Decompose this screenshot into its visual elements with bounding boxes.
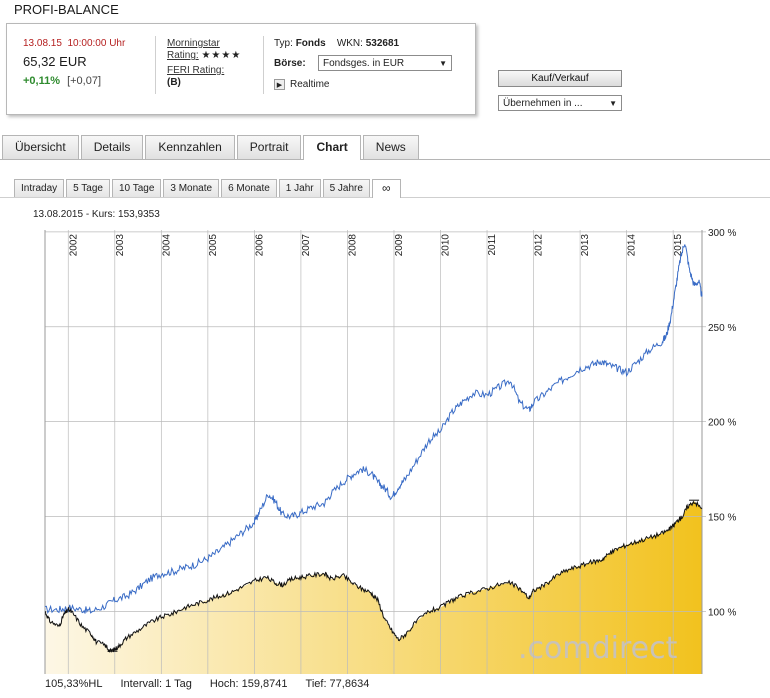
x-tick-label: 2009 — [394, 234, 405, 257]
quote-price: 65,32 EUR — [23, 54, 87, 69]
tab-news[interactable]: News — [362, 135, 419, 159]
change-percent: +0,11% — [23, 75, 61, 87]
quote-panel: 13.08.15 10:00:00 Uhr 65,32 EUR +0,11% [… — [6, 23, 476, 115]
wkn-value: 532681 — [365, 38, 400, 49]
x-tick-label: 2005 — [208, 234, 219, 257]
divider — [155, 36, 156, 94]
tabs-divider — [0, 159, 770, 160]
wkn-label: WKN: — [336, 38, 363, 49]
realtime-toggle[interactable]: ▶ Realtime — [274, 79, 474, 90]
price-block: 13.08.15 10:00:00 Uhr 65,32 EUR +0,11% [… — [23, 38, 151, 87]
market-block: Typ: Fonds WKN: 532681 Börse: Fondsges. … — [274, 38, 474, 90]
fund-area — [45, 501, 702, 674]
range-6-monate[interactable]: 6 Monate — [221, 179, 277, 197]
main-tabs: Übersicht Details Kennzahlen Portrait Ch… — [2, 135, 421, 160]
range-10-tage[interactable]: 10 Tage — [111, 179, 162, 197]
feri-rating-link[interactable]: FERI Rating: — [167, 65, 225, 76]
page-title: PROFI-BALANCE — [14, 2, 119, 17]
boerse-select-value: Fondsges. in EUR — [323, 57, 405, 69]
x-tick-label: 2007 — [301, 234, 312, 257]
uebernehmen-select-value: Übernehmen in ... — [503, 97, 583, 109]
footer-intervall: Intervall: 1 Tag — [120, 678, 192, 690]
tab-chart[interactable]: Chart — [303, 135, 361, 160]
typ-label: Typ: — [274, 38, 293, 49]
x-tick-label: 2011 — [487, 234, 498, 256]
uebernehmen-select[interactable]: Übernehmen in ... ▼ — [498, 95, 622, 111]
range-tabs: Intraday 5 Tage 10 Tage 3 Monate 6 Monat… — [14, 179, 403, 198]
x-tick-label: 2014 — [627, 234, 638, 257]
play-icon: ▶ — [274, 79, 285, 90]
x-tick-label: 2013 — [580, 234, 591, 257]
quote-change: +0,11% [+0,07] — [23, 75, 151, 87]
y-tick-label: 150 % — [708, 513, 736, 524]
y-tick-label: 250 % — [708, 323, 736, 334]
x-tick-label: 2015 — [673, 234, 684, 257]
ratings-block: Morningstar Rating: ★★★★ FERI Rating: (B… — [167, 38, 261, 89]
chevron-down-icon: ▼ — [439, 58, 447, 68]
comdirect-watermark: .comdirect — [518, 631, 678, 666]
range-5-tage[interactable]: 5 Tage — [66, 179, 110, 197]
y-tick-label: 100 % — [708, 607, 736, 618]
y-tick-label: 200 % — [708, 418, 736, 429]
feri-rating-value: (B) — [167, 77, 181, 88]
series-line-compare — [44, 244, 703, 615]
x-tick-label: 2003 — [115, 234, 126, 257]
quote-timestamp: 13.08.15 10:00:00 Uhr — [23, 38, 151, 49]
rating-link[interactable]: Rating: — [167, 50, 199, 61]
boerse-select[interactable]: Fondsges. in EUR ▼ — [318, 55, 452, 71]
tab-uebersicht[interactable]: Übersicht — [2, 135, 79, 159]
type-row: Typ: Fonds WKN: 532681 — [274, 38, 474, 49]
tab-kennzahlen[interactable]: Kennzahlen — [145, 135, 235, 159]
change-absolute: [+0,07] — [67, 75, 102, 87]
tab-portrait[interactable]: Portrait — [236, 135, 302, 159]
footer-hl: 105,33%HL — [45, 678, 103, 690]
range-3-monate[interactable]: 3 Monate — [163, 179, 220, 197]
x-tick-label: 2012 — [534, 234, 545, 257]
chart-header: 13.08.2015 - Kurs: 153,9353 — [33, 209, 160, 220]
range-5-jahre[interactable]: 5 Jahre — [322, 179, 370, 197]
quote-time: 10:00:00 Uhr — [67, 38, 126, 49]
x-tick-label: 2006 — [254, 234, 265, 257]
boerse-row: Börse: Fondsges. in EUR ▼ — [274, 55, 474, 71]
series-line-fund — [44, 500, 703, 654]
morningstar-link[interactable]: Morningstar — [167, 38, 220, 49]
price-chart[interactable]: .comdirect 2002 2003 2004 2005 2006 2007 2008 20… — [0, 222, 770, 676]
divider — [263, 36, 264, 94]
footer-hoch: Hoch: 159,8741 — [209, 678, 288, 690]
kauf-verkauf-button[interactable]: Kauf/Verkauf — [498, 70, 622, 87]
range-1-jahr[interactable]: 1 Jahr — [278, 179, 321, 197]
rating-stars: ★★★★ — [201, 50, 242, 61]
x-tick-label: 2002 — [68, 234, 79, 257]
tab-details[interactable]: Details — [80, 135, 144, 159]
chevron-down-icon: ▼ — [609, 98, 617, 108]
range-max[interactable]: ∞ — [371, 179, 401, 198]
realtime-label: Realtime — [290, 79, 330, 90]
quote-date: 13.08.15 — [23, 38, 62, 49]
footer-tief: Tief: 77,8634 — [305, 678, 370, 690]
x-tick-label: 2004 — [161, 234, 172, 257]
typ-value: Fonds — [295, 38, 326, 49]
chart-footer: 105,33%HL Intervall: 1 Tag Hoch: 159,874… — [45, 678, 369, 690]
y-tick-label: 300 % — [708, 228, 736, 239]
boerse-label: Börse: — [274, 57, 306, 69]
chart-svg: .comdirect 2002 2003 2004 2005 2006 2007 2008 20… — [44, 228, 736, 674]
range-intraday[interactable]: Intraday — [14, 179, 65, 197]
x-tick-label: 2008 — [347, 234, 358, 257]
x-tick-label: 2010 — [441, 234, 452, 257]
